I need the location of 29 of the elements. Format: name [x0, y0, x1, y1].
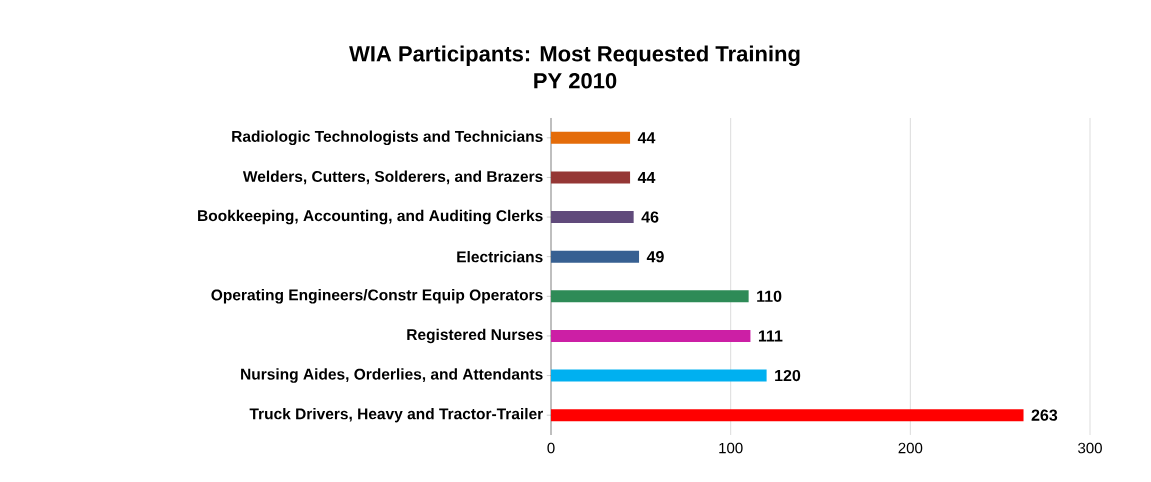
y-tick-label: Welders, Cutters, Solderers, and Brazers [242, 170, 543, 185]
y-tick-label: Radiologic Technologists and Technicians [232, 130, 543, 146]
data-label: 44 [637, 132, 656, 144]
data-label: 49 [646, 251, 664, 263]
data-label: 110 [757, 290, 782, 302]
bar [551, 369, 767, 382]
data-label: 120 [775, 369, 801, 382]
y-tick-label: Bookkeeping, Accounting, and Auditing Clerks [198, 209, 543, 225]
bar [551, 131, 631, 144]
data-label: 111 [758, 330, 783, 342]
y-tick-label: Registered Nurses [407, 328, 543, 344]
chart-title: WIA Participants: Most Requested Training PY 2010 [349, 45, 800, 89]
bar [551, 211, 634, 224]
y-tick-label: Electricians [457, 250, 543, 263]
bar [551, 409, 1024, 422]
bar [551, 290, 749, 303]
data-label: 263 [1031, 409, 1058, 421]
bar [551, 250, 640, 263]
y-tick-label: Operating Engineers/Constr Equip Operators [211, 289, 543, 304]
x-tick-label: 300 [1078, 442, 1102, 454]
y-tick-label: Nursing Aides, Orderlies, and Attendants [241, 368, 543, 383]
x-tick-label: 100 [719, 442, 743, 454]
y-tick-label: Truck Drivers, Heavy and Tractor-Trailer [249, 407, 543, 423]
bar [551, 329, 751, 342]
data-label: 46 [641, 211, 659, 223]
data-label: 44 [637, 171, 656, 183]
bar [551, 171, 631, 184]
x-tick-label: 200 [898, 442, 923, 454]
x-tick-label: 0 [547, 442, 555, 454]
